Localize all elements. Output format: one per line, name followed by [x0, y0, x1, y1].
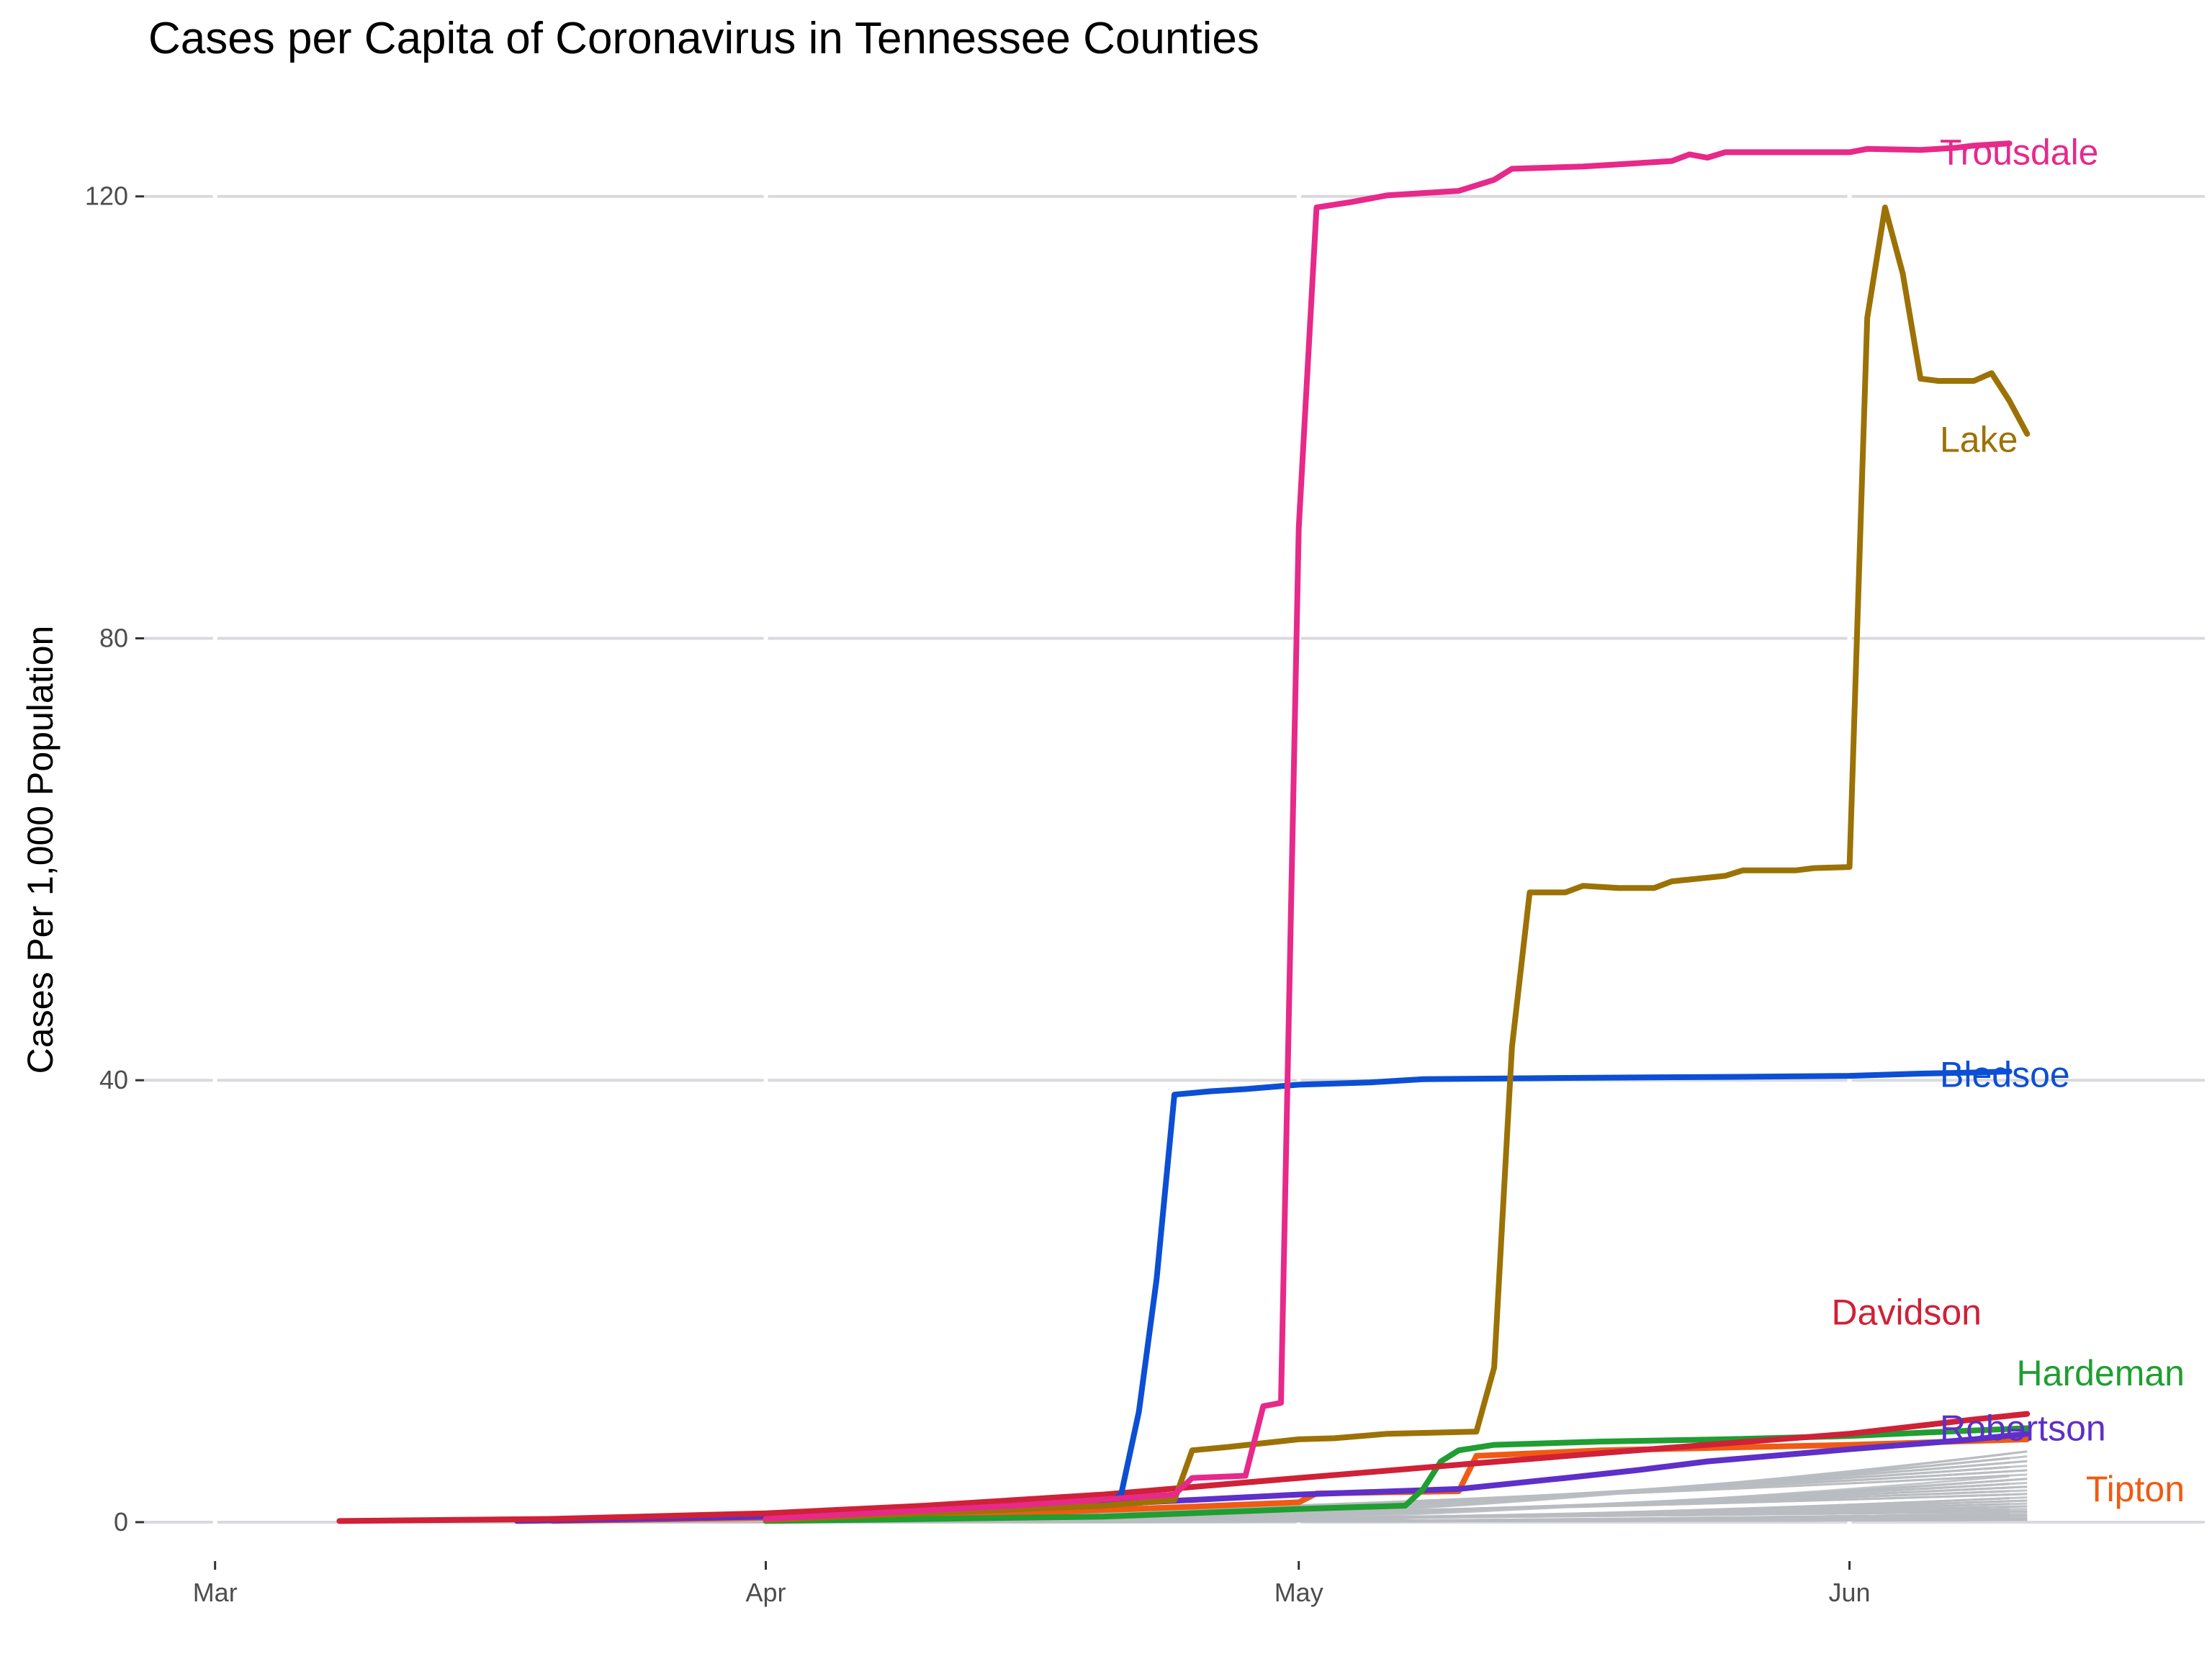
highlighted-county-lines [336, 140, 2031, 1524]
series-labels: Trousdale Lake Bledsoe Davidson Hardeman Robe… [1832, 132, 2185, 1509]
x-tick-label: Jun [1829, 1578, 1871, 1607]
y-tick-label: 120 [85, 181, 128, 211]
series-label-trousdale: Trousdale [1940, 132, 2098, 172]
series-line-trousdale [763, 140, 2013, 1522]
series-label-tipton: Tipton [2086, 1469, 2185, 1509]
series-line-davidson [336, 1411, 2031, 1524]
series-label-lake: Lake [1940, 419, 2018, 459]
series-label-robertson: Robertson [1940, 1408, 2106, 1449]
chart-title: Cases per Capita of Coronavirus in Tenne… [148, 14, 1259, 63]
axes: 0 40 80 120 Mar Apr May Jun [85, 181, 1871, 1607]
background-county-line [410, 1519, 2010, 1524]
series-line-bledsoe [763, 1069, 2013, 1522]
series-line-lake [763, 204, 2031, 1523]
x-tick-label: Apr [746, 1578, 786, 1607]
series-label-hardeman: Hardeman [2017, 1353, 2185, 1393]
y-tick-label: 0 [114, 1507, 128, 1537]
x-tick-label: Mar [193, 1578, 238, 1607]
series-label-bledsoe: Bledsoe [1940, 1055, 2070, 1095]
series-label-davidson: Davidson [1832, 1292, 1982, 1332]
y-tick-label: 40 [99, 1065, 128, 1094]
y-tick-label: 80 [99, 623, 128, 652]
x-tick-label: May [1274, 1578, 1323, 1607]
background-county-line [997, 1450, 2028, 1524]
